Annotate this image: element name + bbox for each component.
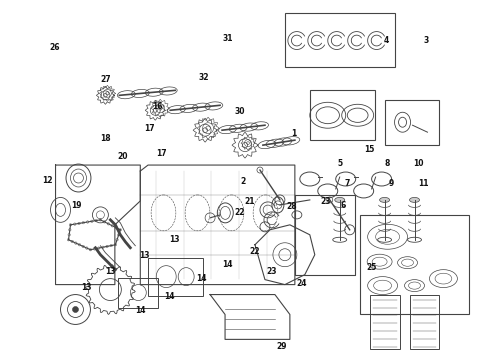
Text: 6: 6 (340, 201, 345, 210)
Text: 9: 9 (389, 179, 394, 188)
Text: 14: 14 (222, 260, 233, 269)
Text: 4: 4 (384, 36, 390, 45)
Text: 13: 13 (169, 235, 179, 244)
Text: 13: 13 (81, 283, 92, 292)
Text: 14: 14 (135, 306, 145, 315)
Text: 20: 20 (118, 152, 128, 161)
Text: 29: 29 (276, 342, 287, 351)
Bar (385, 100, 440, 145)
Text: 23: 23 (320, 197, 331, 206)
Text: 1: 1 (291, 129, 296, 138)
Text: 14: 14 (196, 274, 206, 283)
Text: 22: 22 (235, 208, 245, 217)
Bar (119, 278, 158, 307)
Text: 27: 27 (100, 75, 111, 84)
Text: 24: 24 (296, 279, 306, 288)
Text: 16: 16 (152, 102, 162, 111)
Text: 11: 11 (418, 179, 429, 188)
Bar (148, 258, 203, 296)
Text: 28: 28 (286, 202, 297, 211)
Text: 30: 30 (235, 107, 245, 116)
Text: 23: 23 (267, 267, 277, 276)
Bar (410, 294, 440, 349)
Text: 10: 10 (413, 159, 424, 168)
Text: 25: 25 (367, 264, 377, 273)
Text: 13: 13 (140, 251, 150, 260)
Ellipse shape (335, 197, 345, 202)
Text: 12: 12 (42, 176, 52, 185)
Text: 5: 5 (338, 159, 343, 168)
Text: 8: 8 (384, 159, 390, 168)
Text: 14: 14 (164, 292, 174, 301)
Bar (369, 294, 399, 349)
Text: 2: 2 (240, 177, 245, 186)
Text: 19: 19 (71, 201, 82, 210)
Text: 3: 3 (423, 36, 428, 45)
Circle shape (73, 306, 78, 312)
Ellipse shape (380, 197, 390, 202)
Text: 15: 15 (365, 145, 375, 154)
Bar (285, 13, 394, 67)
Text: 13: 13 (105, 267, 116, 276)
Bar (360, 215, 469, 315)
Text: 22: 22 (249, 247, 260, 256)
Text: 17: 17 (145, 123, 155, 132)
Text: 18: 18 (100, 134, 111, 143)
Text: 26: 26 (49, 43, 60, 52)
Text: 21: 21 (245, 197, 255, 206)
Text: 32: 32 (198, 73, 209, 82)
Text: 31: 31 (222, 34, 233, 43)
Ellipse shape (410, 197, 419, 202)
Bar (310, 90, 375, 140)
Text: 7: 7 (345, 179, 350, 188)
Text: 17: 17 (157, 149, 167, 158)
